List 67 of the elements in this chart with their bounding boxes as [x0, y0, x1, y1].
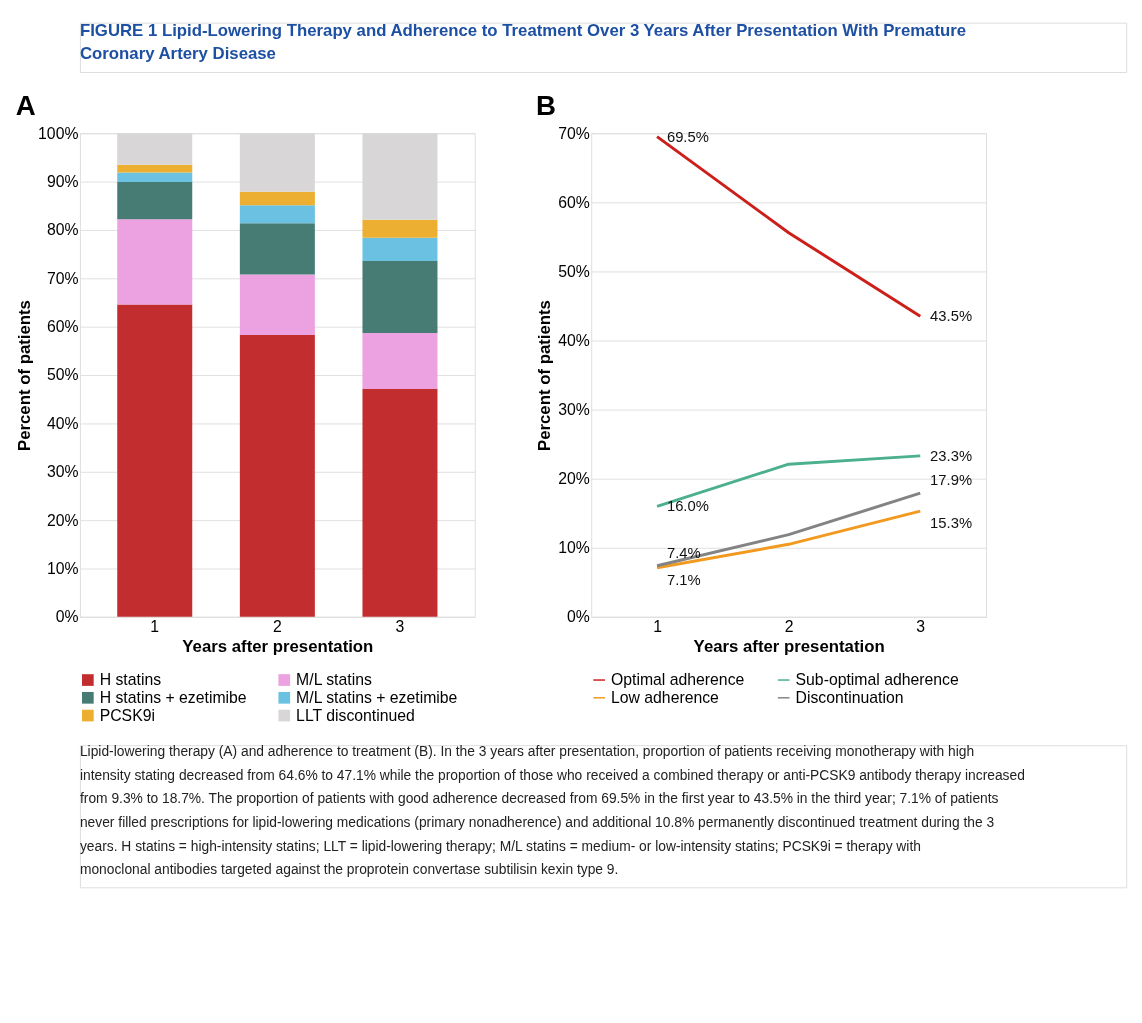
bar [117, 133, 193, 165]
x-tick-label: 2 [784, 618, 794, 636]
y-tick-label: 10% [46, 559, 79, 577]
x-tick-label: 1 [150, 618, 160, 636]
text: Lipid-lowering therapy (A) and adherence to treatment (B). In the 3 years after presentation, proportion of patients receiving monotherapy with high intensity stating decreased from 64.6% to 47.1% while the proportion of those who received a combined therapy or anti-PCSK9 antibody therapy increased from 9.3% to 18.7%. The proportion of patients with good adherence decreased from 69.5% in the first year to 43.5% in the third year; 7.1% of patients never filled prescriptions for lipid-lowering medications (primary nonadherence) and additional 10.8% permanently discontinued treatment during the 3 years. H statins = high-intensity statins; LLT = lipid-lowering therapy; M/L statins = medium- or low-intensity statins; PCSK9i = therapy with monoclonal antibodies targeted against the proprotein convertase subtilisin kexin type 9. [79, 743, 1025, 878]
y-tick-label: 10% [558, 539, 590, 557]
y-tick-label: 40% [46, 414, 79, 432]
bar [117, 164, 193, 173]
bar [362, 332, 438, 390]
y-tick-label: 60% [46, 318, 79, 336]
bar [239, 191, 315, 206]
x-tick-label: 3 [395, 618, 405, 636]
data-label: 15.3% [930, 514, 973, 531]
x-tick-label: 1 [653, 618, 662, 636]
legend-label: PCSK9i [99, 706, 155, 724]
y-tick-label: 40% [558, 331, 590, 349]
x-tick-label: 2 [272, 618, 282, 636]
chart-title: B [535, 90, 556, 122]
data-label: 43.5% [930, 308, 973, 325]
bar [117, 172, 193, 183]
y-tick-label: 30% [46, 463, 79, 481]
bar [362, 389, 438, 617]
data-label: 7.1% [666, 571, 701, 588]
legend-label: Optimal adherence [610, 670, 745, 688]
bar [362, 219, 438, 238]
legend-label: Low adherence [610, 688, 720, 706]
y-tick-label: 50% [558, 262, 590, 280]
bar [117, 182, 193, 220]
data-label: 17.9% [930, 472, 973, 489]
y-tick-label: 20% [558, 470, 590, 488]
y-tick-label: 100% [38, 124, 79, 142]
y-tick-label: 60% [558, 193, 590, 211]
y-tick-label: 70% [558, 124, 590, 142]
legend-label: Discontinuation [795, 688, 904, 706]
y-axis-title: Percent of patients [15, 300, 35, 452]
y-tick-label: 30% [558, 401, 590, 419]
x-tick-label: 3 [916, 618, 926, 636]
legend-label: M/L statins [296, 670, 372, 688]
y-tick-label: 0% [55, 608, 79, 626]
bar [117, 219, 193, 305]
x-axis-title: Years after presentation [693, 636, 885, 656]
y-tick-label: 90% [46, 173, 79, 191]
bar [239, 274, 315, 335]
x-axis-title: Years after presentation [182, 636, 374, 656]
y-tick-label: 70% [46, 269, 79, 287]
data-label: 16.0% [666, 498, 709, 515]
legend-label: M/L statins + ezetimibe [296, 688, 458, 706]
legend-label: H statins + ezetimibe [99, 688, 247, 706]
data-label: 69.5% [666, 128, 709, 145]
bar [239, 223, 315, 275]
y-tick-label: 50% [46, 366, 79, 384]
caption: FIGURE 1 Lipid-Lowering Therapy and Adherence to Treatment Over 3 Years After Presentation With Premature Coronary Artery Disease [79, 20, 967, 64]
bar [239, 205, 315, 224]
data-label: 7.4% [666, 544, 701, 561]
y-axis-title: Percent of patients [535, 300, 555, 452]
bar [362, 260, 438, 333]
chart-title: A [15, 90, 36, 122]
legend-label: Sub-optimal adherence [795, 670, 959, 688]
legend-label: H statins [99, 670, 162, 688]
bar [239, 334, 315, 617]
y-tick-label: 0% [566, 608, 590, 626]
bar [362, 237, 438, 261]
y-tick-label: 80% [46, 221, 79, 239]
data-label: 23.3% [930, 447, 973, 464]
y-tick-label: 20% [46, 511, 79, 529]
legend-label: LLT discontinued [296, 706, 415, 724]
bar [117, 304, 193, 617]
